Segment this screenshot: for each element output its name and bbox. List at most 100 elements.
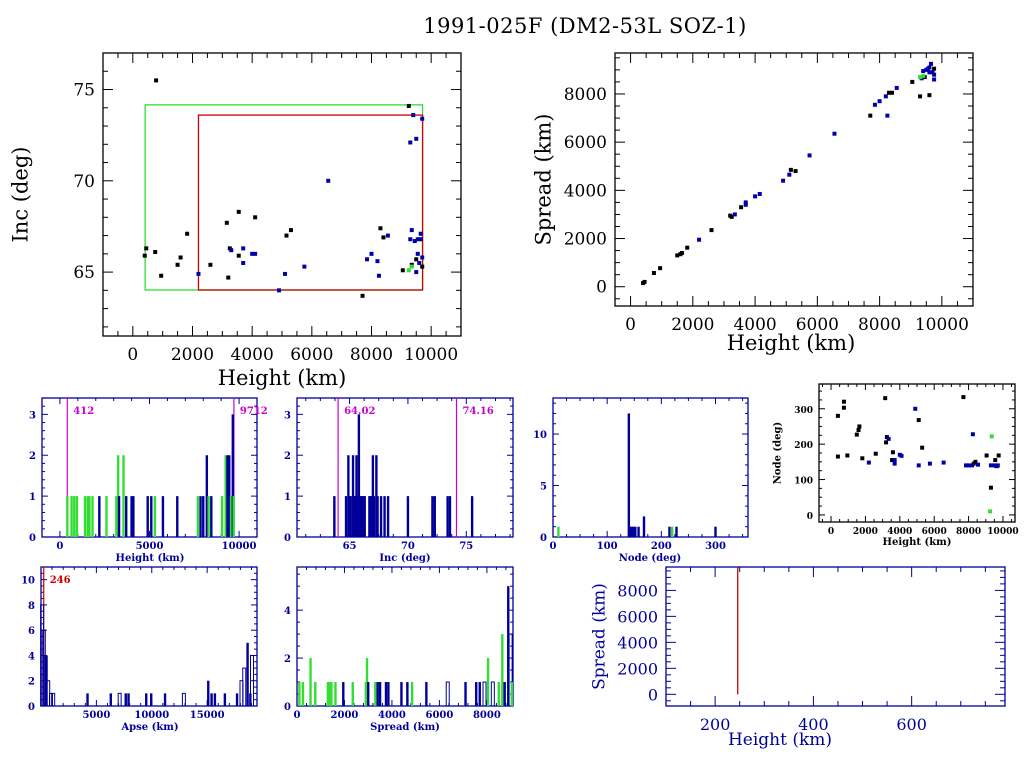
page-title: 1991-025F (DM2-53L SOZ-1) — [423, 14, 747, 38]
histogram-bar — [486, 658, 490, 706]
y-tick-label: 100 — [794, 477, 813, 487]
y-tick-label: 0 — [28, 702, 35, 713]
y-tick-label: 0 — [596, 278, 607, 298]
histogram-bar — [357, 414, 361, 537]
histogram-bar — [132, 496, 135, 537]
histogram-bar — [202, 496, 205, 537]
data-point — [326, 178, 331, 183]
data-point — [144, 246, 149, 251]
spread_histogram-chart: 0 2000 4000 6000 8000 0 2 4 Spread (km) — [284, 566, 514, 733]
data-point — [412, 239, 417, 244]
histogram-bar — [367, 682, 370, 706]
data-point — [856, 428, 861, 432]
x-tick-label: 200 — [700, 715, 731, 734]
histogram-bar — [383, 496, 386, 537]
data-point — [884, 440, 889, 445]
data-point — [365, 257, 370, 262]
y-axis-label: Node (deg) — [773, 422, 784, 484]
height_histogram-chart: 0 5000 10000 0 1 2 3 Height (km) 412 9712 — [29, 397, 268, 564]
plot-frame — [552, 397, 749, 538]
y-tick-label: 8000 — [617, 581, 658, 600]
histogram-bar — [314, 682, 317, 706]
marker-label: 64.02 — [344, 406, 375, 417]
x-tick-label: 4000 — [733, 315, 776, 335]
data-point — [651, 270, 656, 275]
data-point — [841, 399, 846, 404]
data-point — [885, 113, 890, 118]
data-point — [932, 77, 937, 82]
data-point — [642, 279, 647, 284]
data-point — [890, 458, 895, 463]
histogram-bar — [379, 496, 383, 537]
data-point — [854, 432, 859, 437]
data-point — [966, 463, 971, 468]
data-point — [675, 253, 680, 258]
histogram-bar — [445, 681, 450, 707]
data-point — [406, 268, 411, 273]
histogram-bar — [124, 693, 127, 706]
data-point — [920, 445, 925, 450]
histogram-bar — [351, 682, 354, 706]
histogram-bar — [670, 526, 674, 537]
data-point — [385, 233, 390, 238]
data-point — [420, 255, 425, 260]
y-tick-label: 4 — [284, 606, 291, 617]
data-point — [229, 248, 234, 253]
data-point — [890, 90, 895, 95]
data-point — [414, 257, 419, 262]
histogram-bar — [231, 414, 235, 537]
histogram-bar — [387, 682, 390, 706]
x-axis-label: Inc (deg) — [379, 553, 430, 564]
histogram-bar — [181, 692, 186, 707]
histogram-bar — [675, 526, 678, 537]
histogram-bar — [117, 692, 122, 707]
histogram-bar — [406, 496, 410, 537]
data-point — [993, 458, 998, 463]
y-tick-label: 0 — [284, 702, 291, 713]
data-point — [685, 245, 690, 250]
data-point — [988, 485, 993, 490]
histogram-bar — [105, 496, 108, 537]
data-point — [988, 463, 993, 468]
plot-frame — [296, 566, 514, 707]
y-axis-label: Spread (km) — [532, 114, 556, 246]
y-tick-label: 200 — [794, 441, 813, 451]
data-point — [890, 450, 895, 455]
data-point — [360, 293, 365, 298]
histogram-bar — [464, 682, 467, 706]
x-tick-label: 2000 — [331, 710, 359, 721]
x-tick-label: 8000 — [858, 315, 901, 335]
data-point — [142, 253, 147, 258]
x-tick-label: 0 — [828, 527, 834, 537]
histogram-bar — [431, 496, 434, 537]
data-point — [408, 140, 413, 145]
data-point — [743, 200, 748, 205]
y-tick-label: 3 — [29, 410, 36, 421]
histogram-bar — [714, 526, 717, 537]
data-point — [835, 454, 840, 459]
y-tick-label: 2 — [284, 654, 291, 665]
y-tick-label: 10 — [533, 430, 547, 441]
data-point — [369, 251, 374, 256]
y-tick-label: 300 — [794, 406, 813, 416]
data-point — [857, 424, 862, 429]
data-point — [883, 396, 888, 401]
data-point — [378, 226, 383, 231]
histogram-bar — [207, 496, 210, 537]
x-axis-label: Height (km) — [883, 537, 952, 548]
data-point — [241, 246, 246, 251]
data-point — [883, 94, 888, 99]
x-tick-label: 100 — [597, 541, 618, 552]
y-tick-label: 0 — [540, 533, 547, 544]
y-tick-label: 0 — [648, 685, 658, 704]
histogram-bar — [333, 496, 336, 537]
histogram-bar — [122, 455, 125, 537]
data-point — [927, 70, 932, 75]
histogram-bar — [207, 680, 210, 706]
histogram-bar — [146, 496, 149, 537]
y-tick-label: 5 — [540, 482, 547, 493]
x-axis-label: Height (km) — [727, 331, 856, 355]
histogram-bar — [163, 693, 167, 706]
data-point — [927, 65, 932, 70]
y-tick-label: 8000 — [564, 85, 607, 105]
